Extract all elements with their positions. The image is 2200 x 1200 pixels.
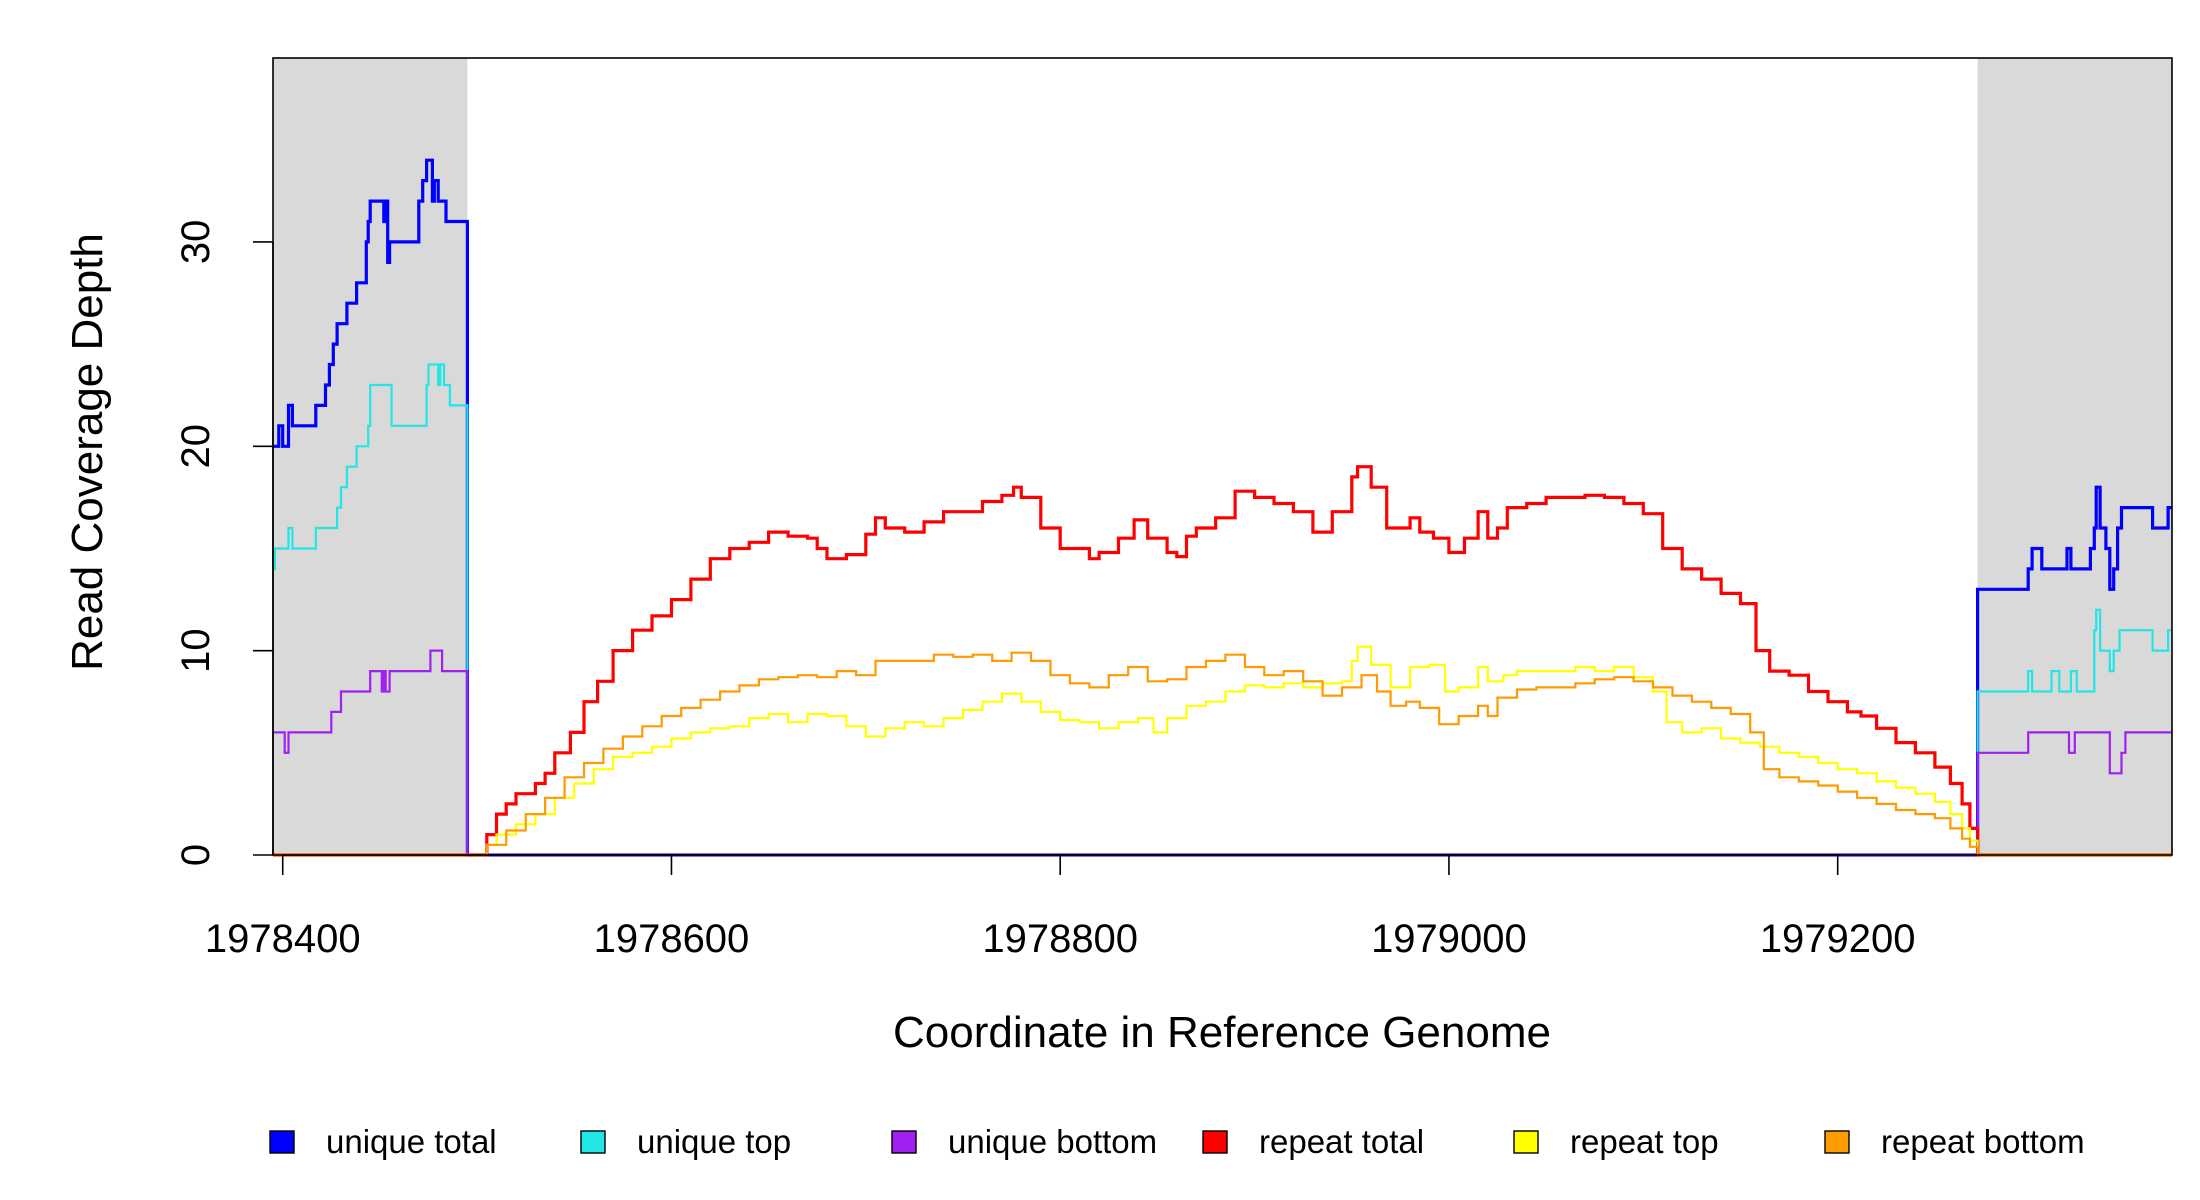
y-tick-label: 30 (174, 220, 218, 265)
series-line-repeat-total (273, 465, 2172, 857)
y-axis: 0 10 20 30 (174, 220, 274, 866)
x-tick-label: 1978800 (982, 917, 1138, 961)
legend-swatch (1824, 1130, 1850, 1154)
shaded-region-1 (273, 58, 468, 855)
series-line-repeat-top (273, 645, 2172, 857)
legend-swatch (269, 1130, 295, 1154)
legend-label: repeat total (1259, 1123, 1424, 1160)
x-axis-title: Coordinate in Reference Genome (893, 1008, 1551, 1057)
shaded-region-2 (1977, 58, 2172, 855)
legend-swatch (580, 1130, 606, 1154)
series-line-unique-top (273, 363, 2172, 857)
legend-label: repeat bottom (1881, 1123, 2085, 1160)
legend-item-repeat-bottom: repeat bottom (1824, 1123, 2085, 1160)
legend-item-repeat-total: repeat total (1202, 1123, 1424, 1160)
series-lines (273, 158, 2172, 857)
plot-frame (272, 57, 2173, 856)
legend: unique total unique top unique bottom repea… (269, 1123, 2085, 1160)
y-tick-label: 20 (174, 424, 218, 469)
legend-item-unique-total: unique total (269, 1123, 497, 1160)
y-axis-title: Read Coverage Depth (63, 233, 112, 671)
legend-label: unique total (326, 1123, 497, 1160)
x-tick-label: 1979000 (1371, 917, 1527, 961)
y-tick-label: 10 (174, 628, 218, 673)
legend-label: unique bottom (948, 1123, 1157, 1160)
legend-label: unique top (637, 1123, 791, 1160)
legend-swatch (891, 1130, 917, 1154)
x-tick-label: 1978600 (594, 917, 750, 961)
x-tick-label: 1979200 (1760, 917, 1916, 961)
legend-item-unique-bottom: unique bottom (891, 1123, 1157, 1160)
shaded-regions (273, 58, 2172, 855)
y-tick-label: 0 (174, 844, 218, 866)
x-tick-label: 1978400 (205, 917, 361, 961)
series-line-repeat-bottom (273, 651, 2172, 857)
legend-item-unique-top: unique top (580, 1123, 791, 1160)
legend-label: repeat top (1570, 1123, 1719, 1160)
legend-item-repeat-top: repeat top (1513, 1123, 1719, 1160)
legend-swatch (1513, 1130, 1539, 1154)
series-line-unique-total (273, 158, 2172, 857)
series-line-unique-bottom (273, 649, 2172, 857)
legend-swatch (1202, 1130, 1228, 1154)
x-axis: 1978400 1978600 1978800 1979000 1979200 (205, 854, 1916, 961)
